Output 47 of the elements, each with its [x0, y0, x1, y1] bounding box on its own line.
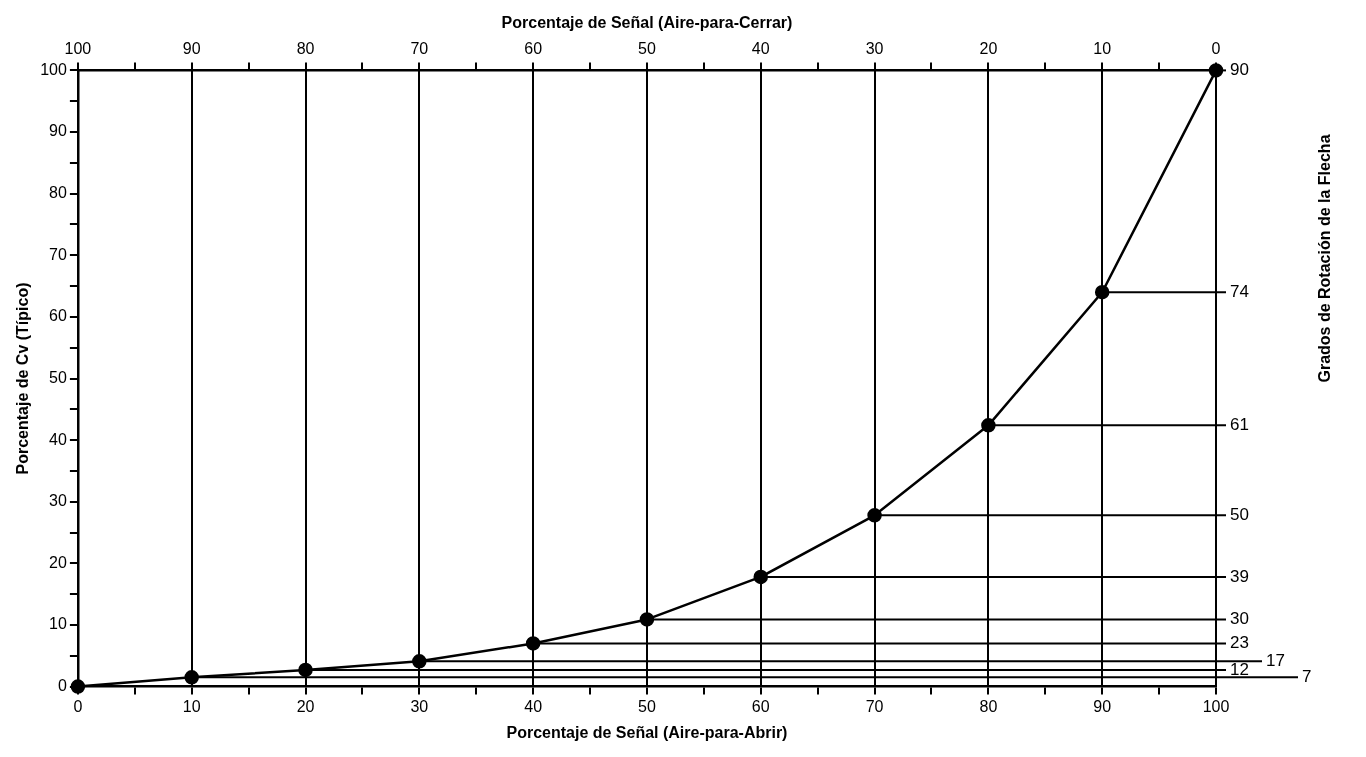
y-tick-label: 50	[49, 368, 67, 386]
y-tick-label: 20	[49, 553, 67, 571]
annotation: 90	[1230, 60, 1249, 80]
x2-tick-label: 0	[1211, 40, 1221, 58]
x2-axis-title: Porcentaje de Señal (Aire-para-Cerrar)	[501, 14, 793, 32]
x-tick-label: 80	[979, 697, 998, 715]
x-tick-label: 30	[410, 697, 429, 715]
y-tick-label: 0	[57, 677, 67, 695]
x-tick-label: 10	[182, 697, 201, 715]
x2-tick-label: 40	[751, 40, 770, 58]
x2-tick-label: 80	[296, 40, 315, 58]
x-tick-label: 50	[638, 697, 656, 715]
annotation: 39	[1230, 566, 1249, 586]
x-tick-label: 70	[865, 697, 884, 715]
y-tick-label: 90	[49, 122, 67, 140]
annotation: 23	[1230, 633, 1249, 653]
y-tick-label: 40	[49, 430, 67, 448]
y-tick-label: 70	[49, 245, 67, 263]
y-tick-label: 10	[49, 615, 67, 633]
annotation: 7	[1302, 667, 1312, 687]
annotation: 30	[1230, 609, 1249, 629]
x-tick-label: 0	[73, 697, 83, 715]
text: Grados de Rotación de la Flecha	[1316, 134, 1334, 383]
x2-tick-label: 70	[410, 40, 429, 58]
x-tick-label: 100	[1202, 697, 1230, 715]
x2-tick-label: 20	[979, 40, 998, 58]
annotation: 74	[1230, 281, 1249, 301]
annotation: 12	[1230, 659, 1249, 679]
annotation: 17	[1266, 651, 1285, 671]
x2-tick-label: 10	[1093, 40, 1112, 58]
x2-tick-label: 30	[865, 40, 884, 58]
y-axis-title: Porcentaje de Cv (Típico)	[14, 282, 32, 475]
annotation: 50	[1230, 504, 1249, 524]
x-tick-label: 90	[1093, 697, 1112, 715]
x-tick-label: 60	[751, 697, 770, 715]
y-tick-label: 80	[49, 184, 67, 202]
x-tick-label: 20	[296, 697, 315, 715]
x2-tick-label: 100	[64, 40, 92, 58]
annotation: 61	[1230, 415, 1249, 435]
y-tick-label: 60	[49, 307, 67, 325]
x2-tick-label: 90	[182, 40, 201, 58]
x2-tick-label: 50	[638, 40, 656, 58]
y-tick-label: 30	[49, 492, 67, 510]
x-axis-title: Porcentaje de Señal (Aire-para-Abrir)	[506, 723, 788, 741]
y-tick-label: 100	[40, 60, 67, 78]
x-tick-label: 40	[524, 697, 543, 715]
x2-tick-label: 60	[524, 40, 543, 58]
